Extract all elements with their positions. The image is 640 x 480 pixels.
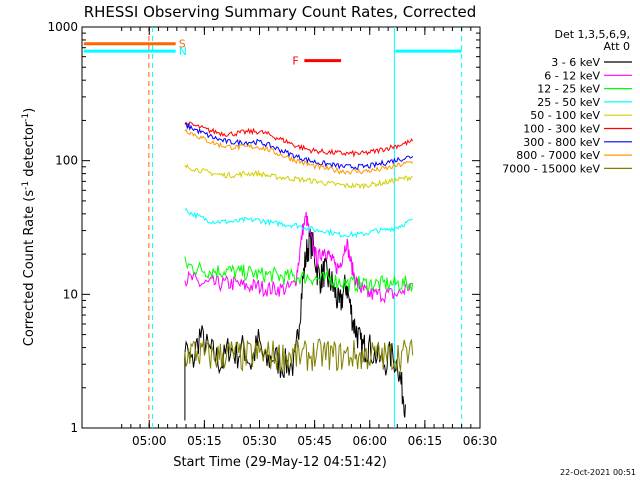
y-axis: 1 10 100 1000 (47, 20, 480, 435)
x-tick-label: 06:15 (408, 434, 443, 448)
legend-label: 12 - 25 keV (537, 83, 600, 96)
chart-title: RHESSI Observing Summary Count Rates, Co… (84, 3, 477, 21)
y-tick-label: 10 (63, 287, 78, 301)
series-line (184, 207, 413, 239)
legend-label: 3 - 6 keV (551, 56, 600, 69)
legend-label: 100 - 300 keV (523, 123, 600, 136)
x-axis-label: Start Time (29-May-12 04:51:42) (173, 455, 387, 470)
annotation-label: N (179, 45, 187, 58)
legend-label: 50 - 100 keV (530, 109, 600, 122)
series-line (184, 228, 406, 421)
plot-area: SN F 1 10 100 1000 05:00 05:15 05:30 05:45 06:00… (47, 20, 497, 448)
annotation-label: S (179, 38, 186, 51)
legend-label: 800 - 7000 keV (516, 149, 600, 162)
annotations: SN F (83, 38, 462, 68)
x-tick-label: 05:30 (242, 434, 277, 448)
x-axis: 05:00 05:15 05:30 05:45 06:00 06:15 06:30 (121, 27, 498, 448)
series-line (184, 122, 414, 171)
legend-label: 7000 - 15000 keV (502, 162, 600, 175)
series-line (184, 256, 414, 293)
annotation-label: F (292, 55, 298, 68)
footer-timestamp: 22-Oct-2021 00:51 (560, 468, 636, 477)
series-line (184, 338, 414, 374)
legend-label: 300 - 800 keV (523, 136, 600, 149)
series-line (184, 211, 413, 304)
x-tick-label: 06:00 (352, 434, 387, 448)
legend-label: 25 - 50 keV (537, 96, 600, 109)
series-group (184, 121, 414, 421)
series-line (184, 163, 413, 190)
x-tick-label: 05:15 (187, 434, 222, 448)
x-tick-label: 05:45 (297, 434, 332, 448)
plot-frame (81, 26, 481, 429)
x-tick-label: 05:00 (132, 434, 167, 448)
legend-label: 6 - 12 keV (544, 69, 600, 82)
series-line (184, 121, 414, 158)
legend-header-1: Det 1,3,5,6,9, (554, 28, 630, 41)
y-tick-label: 1000 (47, 20, 78, 34)
x-tick-label: 06:30 (463, 434, 498, 448)
y-axis-label: Corrected Count Rate (s-1 detector-1) (21, 108, 37, 346)
y-tick-label: 1 (70, 421, 78, 435)
series-line (184, 128, 414, 175)
time-markers (148, 27, 463, 428)
legend-header-2: Att 0 (604, 40, 630, 53)
y-tick-label: 100 (55, 154, 78, 168)
